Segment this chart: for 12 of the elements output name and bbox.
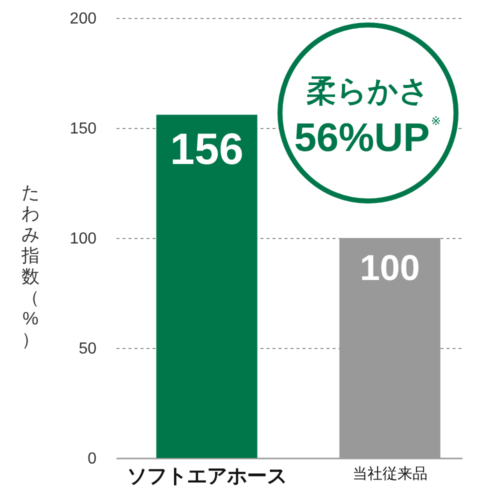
x-tick-label: ソフトエアホース <box>126 466 287 488</box>
y-tick-label: 100 <box>70 230 97 248</box>
data-label: 156 <box>170 124 244 174</box>
annotation: 56%UP※ <box>294 114 441 160</box>
y-tick-label: 150 <box>70 120 97 138</box>
y-axis-title: たわみ指数（%） <box>20 182 40 350</box>
annotation: 柔らかさ <box>306 75 430 108</box>
x-tick-label: 当社従来品 <box>352 466 428 482</box>
y-tick-label: 200 <box>70 10 97 28</box>
y-tick-label: 50 <box>78 340 97 358</box>
data-label: 100 <box>360 247 420 288</box>
y-tick-label: 0 <box>88 450 97 468</box>
